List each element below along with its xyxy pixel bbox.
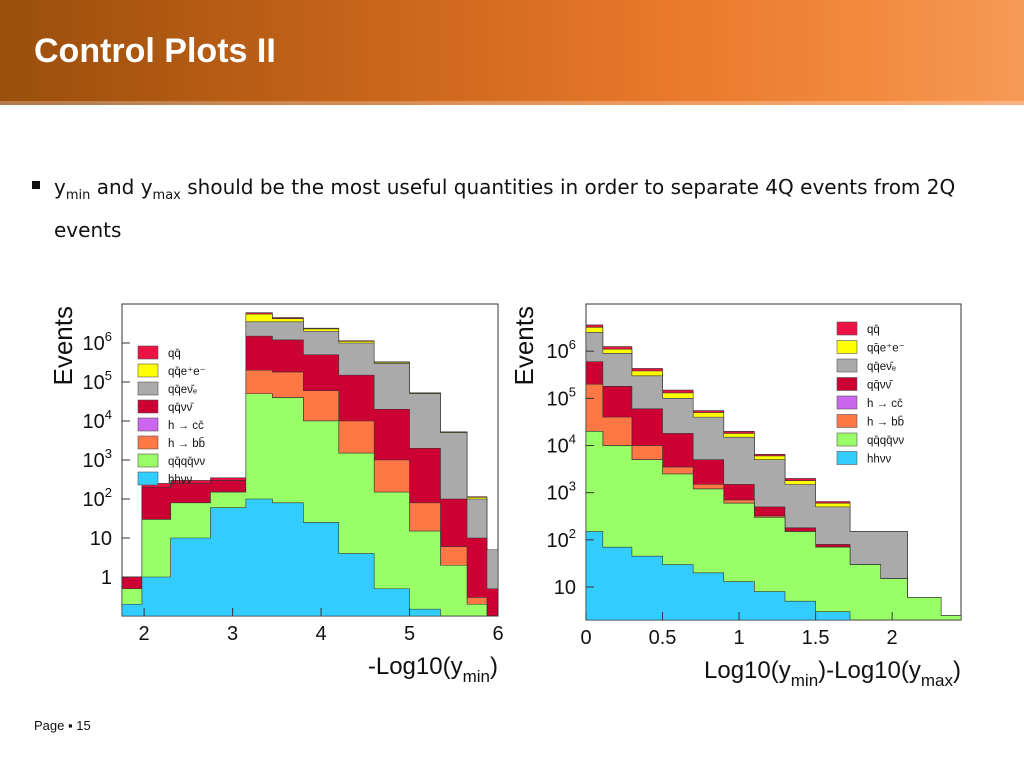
x-tick-label: 2 [139,623,150,645]
x-axis-label-part: -Log10(y [368,653,463,680]
y-tick-label: 103 [83,446,112,472]
legend-swatch-qq-e-e [137,363,159,378]
x-axis-label-part: ) [953,657,961,684]
series-area-hh [121,498,498,617]
x-tick-label: 1 [733,627,744,649]
y-tick-label: 104 [83,407,112,433]
legend-swatch-h-cc [137,417,159,432]
legend-label: hhνν [867,454,892,466]
x-axis-label-sub: min [791,671,818,690]
legend-swatch-h-bb [836,414,858,428]
legend-swatch-qq-e-e [836,340,858,354]
page-label: Page [34,718,65,733]
page-separator-icon: ▪ [68,718,73,733]
x-tick-label: 2 [887,627,898,649]
ymin-ymax-histogram-plot: 10 102 103 104 105 106 0 0.5 1 1.5 2 Log10(ymin)-Lo… [509,303,962,690]
y-tick-label: 1 [101,567,112,589]
y-tick-exponent: 5 [569,384,576,399]
legend-label: qq̄e⁺e⁻ [168,366,206,378]
legend-swatch-qq [836,377,858,391]
legend-label: qq̄ [867,324,880,336]
y-tick-label: 10 [90,528,112,550]
y-tick-label: 105 [83,368,112,394]
x-axis-label-part: Log10(y [704,657,791,684]
legend-label: qq̄e⁺e⁻ [867,343,905,355]
x-axis-label: Log10(ymin)-Log10(ymax) [704,657,961,690]
legend-swatch-qq-qq [836,432,858,447]
legend-swatch-hh [137,471,159,486]
x-axis-label-part: ) [490,653,498,680]
legend-swatch-qq [836,321,858,336]
y-tick-label: 103 [547,479,576,505]
y-tick-label: 104 [547,432,576,458]
legend-swatch-qq-e [137,381,159,396]
x-tick-label: 1.5 [802,627,830,649]
y-tick-exponent: 6 [569,337,576,352]
y-tick-exponent: 4 [105,407,112,422]
page-number: 15 [76,718,91,733]
x-tick-label: 0.5 [649,627,677,649]
y-tick-exponent: 5 [105,368,112,383]
legend-swatch-qq-qq [137,453,159,468]
legend-swatch-h-cc [836,395,858,410]
y-tick-label: 105 [547,384,576,410]
legend-swatch-h-bb [137,435,159,450]
legend-label: h → cc̄ [867,398,903,410]
y-tick-exponent: 2 [569,526,576,541]
legend-swatch-qq [137,399,159,414]
legend-label: qq̄qq̄νν [867,435,904,447]
legend-label: qq̄qq̄νν [168,456,205,468]
y-tick-label: 10 [554,577,576,599]
y-tick-label: 106 [83,329,112,355]
y-axis-label: Events [48,306,78,386]
y-tick-exponent: 3 [569,479,576,494]
bullet-text-part: should be the most useful quantities in … [54,175,956,242]
legend-label: qq̄νν̄ [168,402,194,414]
x-axis-label-sub: max [921,671,954,690]
legend-swatch-hh [836,451,858,465]
x-tick-label: 0 [580,627,591,649]
legend-label: hhνν [168,474,193,486]
legend-label: h → cc̄ [168,420,204,432]
y-tick-label: 102 [83,485,112,511]
bullet-text: ymin and ymax should be the most useful … [54,170,1004,247]
legend-label: qq̄eν̄ₑ [168,384,197,396]
y-tick-exponent: 2 [105,485,112,500]
x-tick-label: 5 [404,623,415,645]
x-tick-label: 4 [315,623,326,645]
legend-label: qq̄νν̄ [867,380,893,392]
slide-title: Control Plots II [34,32,276,70]
y-tick-exponent: 3 [105,446,112,461]
y-tick-label: 102 [547,526,576,552]
y-tick-exponent: 6 [105,329,112,344]
legend-label: h → bb̄ [867,416,904,429]
y-tick-exponent: 4 [569,432,576,447]
bullet-text-part: and y [90,175,153,199]
legend-swatch-qq [137,345,159,360]
x-axis-label-sub: min [463,667,490,686]
x-tick-label: 6 [492,623,503,645]
bullet-text-sub: min [65,188,91,203]
x-tick-label: 3 [227,623,238,645]
legend-label: h → bb̄ [168,437,205,450]
page-footer: Page ▪ 15 [34,718,91,733]
legend-label: qq̄eν̄ₑ [867,361,896,373]
title-banner [0,0,1024,105]
legend-swatch-qq-e [836,358,858,373]
x-axis-label: -Log10(ymin) [368,653,498,686]
bullet-text-part: y [54,175,66,199]
y-tick-label: 106 [547,337,576,363]
legend-label: qq̄ [168,348,181,360]
y-axis-label: Events [509,306,539,386]
ymin-histogram-plot: 1 10 102 103 104 105 106 2 3 4 5 6 -Log10(ymin) Event… [48,303,504,686]
x-axis-label-part: )-Log10(y [818,657,921,684]
bullet-text-sub: max [152,188,181,203]
bullet-square-icon [32,181,40,189]
series-area-hh [585,531,961,621]
